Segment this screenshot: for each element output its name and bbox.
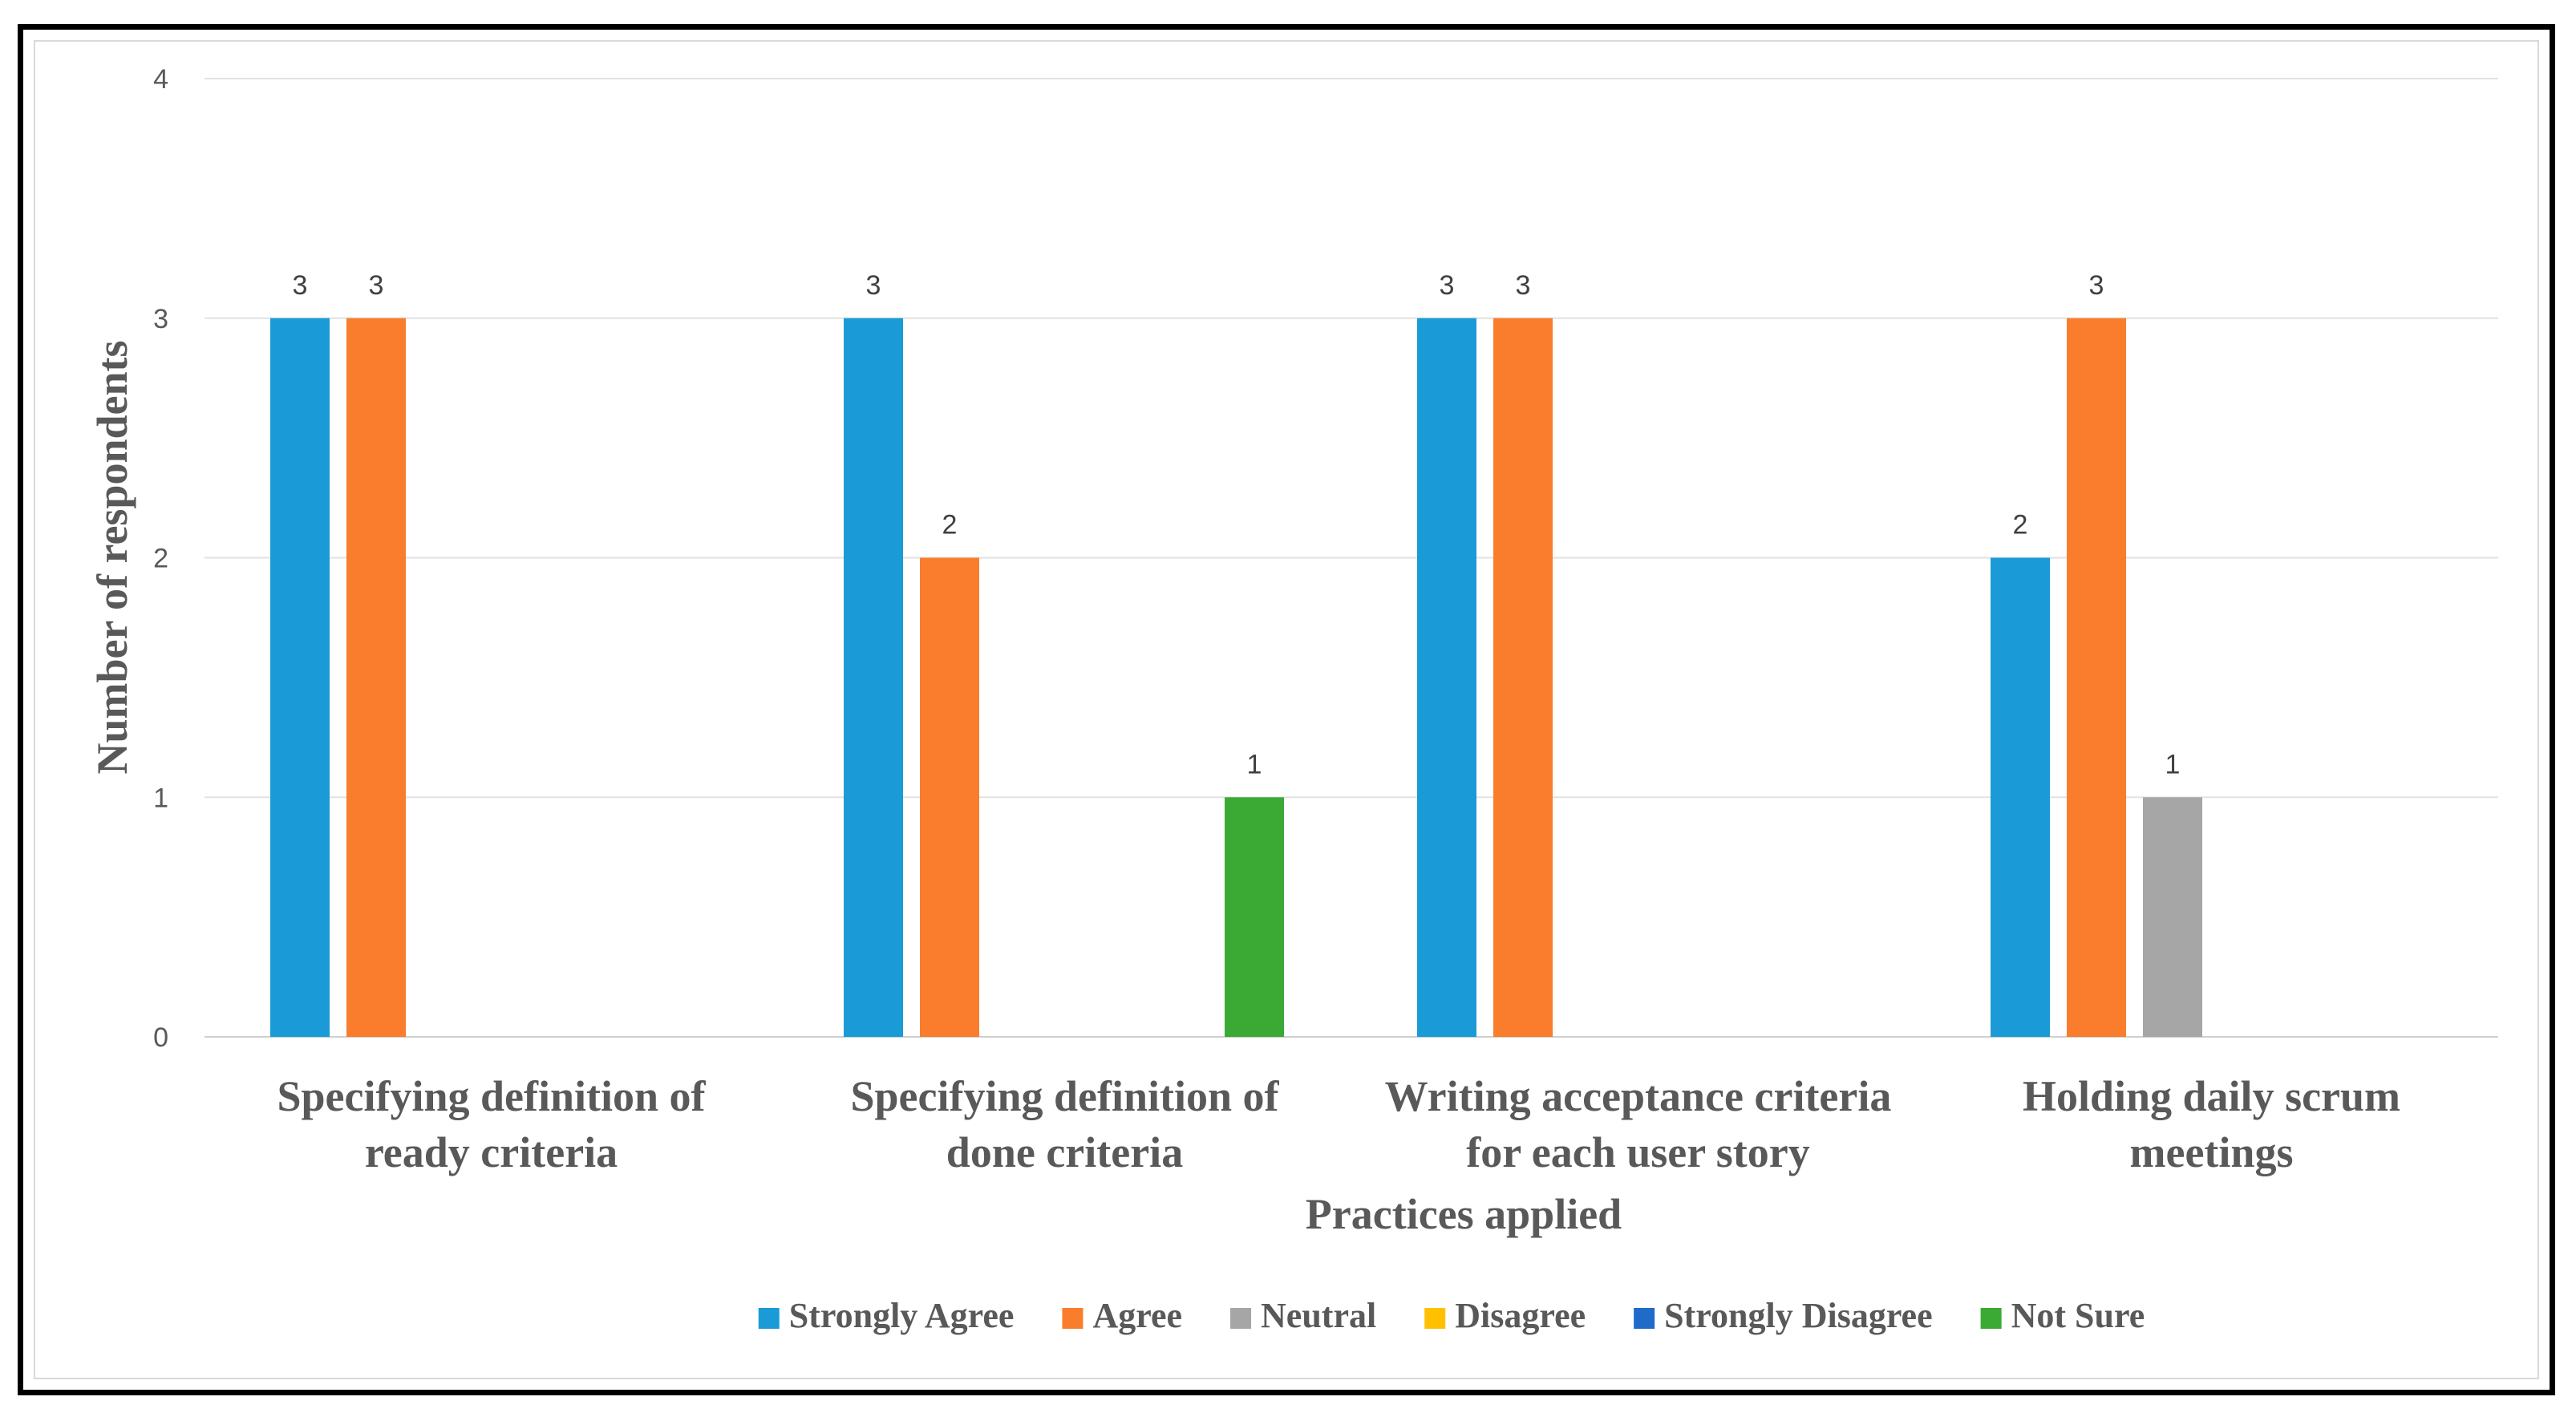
chart-frame [18, 24, 2555, 1395]
y-tick-label: 3 [153, 304, 168, 334]
data-label: 2 [2013, 510, 2028, 540]
bar-strongly-agree [844, 318, 903, 1037]
x-category-label: for each user story [1466, 1128, 1809, 1176]
bar-strongly-agree [1417, 318, 1476, 1037]
data-label: 3 [866, 270, 881, 301]
x-category-label: Writing acceptance criteria [1385, 1072, 1892, 1120]
bar-agree [2067, 318, 2126, 1037]
legend-item-strongly-disagree: Strongly Disagree [1634, 1296, 1933, 1335]
bar-agree [346, 318, 406, 1037]
legend-label: Disagree [1455, 1296, 1586, 1335]
data-label: 3 [1440, 270, 1455, 301]
y-tick-label: 2 [153, 544, 168, 574]
data-label: 1 [1247, 749, 1262, 779]
legend-label: Agree [1092, 1296, 1182, 1335]
legend-item-neutral: Neutral [1230, 1296, 1376, 1335]
x-axis-title: Practices applied [1306, 1190, 1622, 1238]
legend-label: Neutral [1261, 1296, 1376, 1335]
x-category-label: done criteria [946, 1128, 1183, 1176]
data-label: 1 [2165, 749, 2181, 779]
legend-swatch [1634, 1308, 1655, 1329]
data-label: 3 [293, 270, 308, 301]
legend-swatch [1062, 1308, 1083, 1329]
legend-label: Strongly Disagree [1664, 1296, 1932, 1335]
x-category-label: Specifying definition of [277, 1072, 706, 1120]
legend-item-strongly-agree: Strongly Agree [758, 1296, 1015, 1335]
legend-swatch [1424, 1308, 1446, 1329]
x-category-label: Specifying definition of [850, 1072, 1279, 1120]
bar-strongly-agree [270, 318, 330, 1037]
legend-item-disagree: Disagree [1424, 1296, 1586, 1335]
legend-swatch [1980, 1308, 2002, 1329]
data-label: 3 [2089, 270, 2104, 301]
legend-item-not-sure: Not Sure [1980, 1296, 2145, 1335]
y-tick-label: 4 [153, 64, 168, 95]
x-category-label: Holding daily scrum [2023, 1072, 2400, 1120]
y-tick-label: 0 [153, 1022, 168, 1053]
x-category-label: ready criteria [365, 1128, 618, 1176]
data-label: 2 [942, 510, 958, 540]
bar-agree [1493, 318, 1553, 1037]
legend-label: Strongly Agree [789, 1296, 1015, 1335]
y-tick-label: 1 [153, 783, 168, 813]
y-axis-title: Number of respondents [88, 340, 136, 774]
legend-swatch [1230, 1308, 1252, 1329]
bar-neutral [2143, 797, 2202, 1037]
x-category-label: meetings [2130, 1128, 2294, 1176]
chart-inner-border [34, 40, 2539, 1379]
legend-label: Not Sure [2011, 1296, 2145, 1335]
bar-not-sure [1225, 797, 1284, 1037]
legend-swatch [758, 1308, 780, 1329]
bar-strongly-agree [1991, 557, 2050, 1037]
data-label: 3 [369, 270, 384, 301]
bar-agree [920, 557, 979, 1037]
data-label: 3 [1516, 270, 1531, 301]
legend-item-agree: Agree [1062, 1296, 1182, 1335]
